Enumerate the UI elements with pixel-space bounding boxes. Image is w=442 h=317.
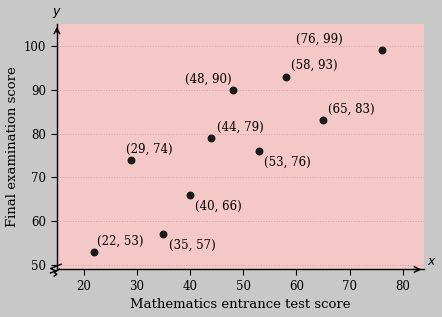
Point (378, 48, 385, 53)
Point (91, 249, 98, 255)
X-axis label: Mathematics entrance test score: Mathematics entrance test score (130, 298, 351, 311)
Point (208, 135, 215, 140)
Text: (29, 74): (29, 74) (126, 142, 173, 155)
Text: (35, 57): (35, 57) (169, 239, 215, 252)
Text: (44, 79): (44, 79) (217, 120, 263, 133)
Point (128, 157, 135, 162)
Point (160, 232, 167, 237)
Text: (48, 90): (48, 90) (185, 72, 231, 85)
Text: (58, 93): (58, 93) (291, 59, 338, 72)
Text: (40, 66): (40, 66) (195, 199, 242, 212)
Y-axis label: Final examination score: Final examination score (6, 66, 19, 227)
Text: (22, 53): (22, 53) (97, 235, 143, 248)
Text: (76, 99): (76, 99) (297, 33, 343, 46)
Point (229, 87, 236, 92)
Point (255, 149, 263, 154)
Point (320, 118, 327, 123)
Point (282, 74, 290, 79)
Text: $y$: $y$ (52, 5, 62, 20)
Text: $x$: $x$ (427, 255, 437, 268)
Text: (65, 83): (65, 83) (328, 103, 375, 116)
Text: (53, 76): (53, 76) (264, 156, 311, 169)
Point (187, 192, 194, 197)
